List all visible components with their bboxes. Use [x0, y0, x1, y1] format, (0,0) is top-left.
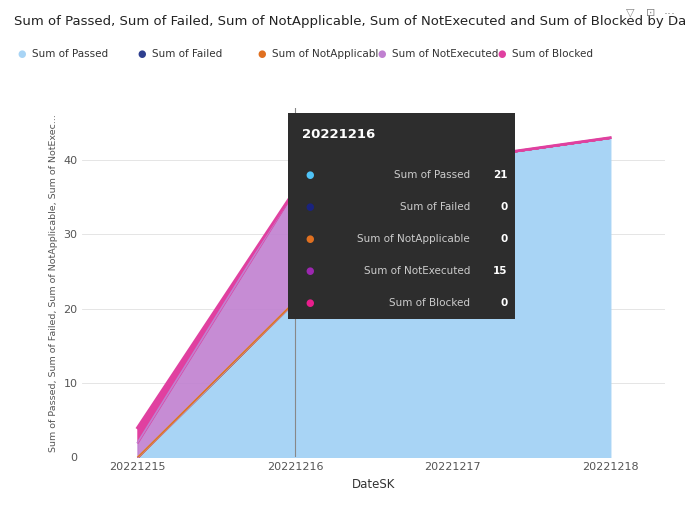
Text: Sum of NotExecuted: Sum of NotExecuted — [364, 266, 470, 276]
Y-axis label: Sum of Passed, Sum of Failed, Sum of NotApplicable, Sum of NotExec...: Sum of Passed, Sum of Failed, Sum of Not… — [49, 114, 58, 452]
Text: Sum of Passed: Sum of Passed — [394, 170, 470, 180]
Text: ···: ··· — [664, 8, 676, 21]
Text: ●: ● — [305, 202, 314, 212]
Text: Sum of Passed: Sum of Passed — [32, 49, 108, 59]
Text: Sum of Blocked: Sum of Blocked — [389, 298, 470, 308]
Text: ●: ● — [305, 298, 314, 308]
Text: 15: 15 — [493, 266, 508, 276]
Text: ●: ● — [305, 170, 314, 180]
Text: Sum of Passed, Sum of Failed, Sum of NotApplicable, Sum of NotExecuted and Sum o: Sum of Passed, Sum of Failed, Sum of Not… — [14, 15, 686, 28]
Text: Sum of Blocked: Sum of Blocked — [512, 49, 593, 59]
Text: ●: ● — [17, 49, 25, 59]
Text: ●: ● — [305, 234, 314, 244]
Text: Sum of Failed: Sum of Failed — [152, 49, 222, 59]
Text: 0: 0 — [501, 298, 508, 308]
Text: 20221216: 20221216 — [302, 128, 375, 141]
Text: 0: 0 — [501, 202, 508, 212]
Text: ●: ● — [497, 49, 506, 59]
Text: 21: 21 — [493, 170, 508, 180]
Text: Sum of NotApplicable: Sum of NotApplicable — [357, 234, 470, 244]
Text: Sum of NotApplicable: Sum of NotApplicable — [272, 49, 385, 59]
Text: ●: ● — [377, 49, 386, 59]
Text: ●: ● — [305, 266, 314, 276]
Text: ▽: ▽ — [626, 8, 635, 17]
Text: ●: ● — [137, 49, 145, 59]
X-axis label: DateSK: DateSK — [352, 478, 396, 491]
Text: 0: 0 — [501, 234, 508, 244]
Text: ●: ● — [257, 49, 265, 59]
Text: Sum of NotExecuted: Sum of NotExecuted — [392, 49, 499, 59]
Text: ⊡: ⊡ — [646, 8, 655, 17]
Text: Sum of Failed: Sum of Failed — [400, 202, 470, 212]
